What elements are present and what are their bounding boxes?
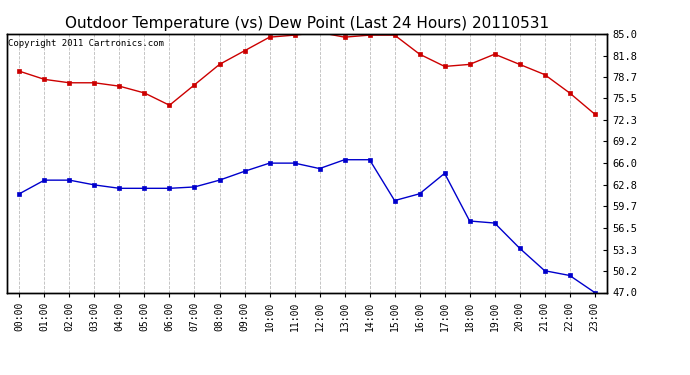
Title: Outdoor Temperature (vs) Dew Point (Last 24 Hours) 20110531: Outdoor Temperature (vs) Dew Point (Last… (65, 16, 549, 31)
Text: Copyright 2011 Cartronics.com: Copyright 2011 Cartronics.com (8, 39, 164, 48)
